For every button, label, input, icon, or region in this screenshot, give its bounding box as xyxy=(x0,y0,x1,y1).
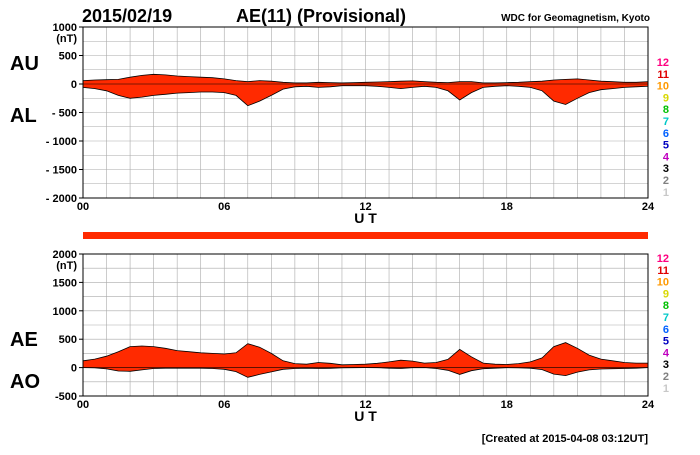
x-tick-label: 24 xyxy=(642,201,655,213)
station-legend-label: 10 xyxy=(657,277,669,289)
x-tick-label: 18 xyxy=(501,399,513,411)
station-legend-label: 10 xyxy=(657,81,669,93)
x-axis-title: U T xyxy=(354,408,377,424)
station-legend-label: 3 xyxy=(663,359,669,371)
station-legend-label: 4 xyxy=(663,151,670,163)
x-tick-label: 18 xyxy=(501,201,513,213)
station-legend-label: 12 xyxy=(657,253,669,265)
station-legend-label: 1 xyxy=(663,383,669,395)
x-axis-title: U T xyxy=(354,210,377,226)
y-tick-label: -500 xyxy=(55,391,77,403)
station-legend-label: 11 xyxy=(657,69,669,81)
station-legend-label: 5 xyxy=(663,140,669,152)
side-label-top: AU xyxy=(10,53,39,75)
station-legend-label: 6 xyxy=(663,324,669,336)
side-label-top: AE xyxy=(10,329,38,351)
x-tick-label: 24 xyxy=(642,399,655,411)
chart-panel-au-al: 1000 500 0 - 500 - 1000 - 1500 - 2000 (nT) 00 06 1… xyxy=(10,22,670,226)
y-tick-label: 500 xyxy=(59,334,77,346)
y-tick-label: 0 xyxy=(71,79,77,91)
station-legend-label: 12 xyxy=(657,57,669,69)
y-tick-label: 1500 xyxy=(53,277,77,289)
y-unit-label: (nT) xyxy=(56,260,77,272)
y-tick-label: - 500 xyxy=(52,108,77,120)
station-legend-label: 9 xyxy=(663,288,669,300)
y-tick-label: - 2000 xyxy=(46,193,77,205)
station-legend-label: 4 xyxy=(663,347,670,359)
x-tick-label: 00 xyxy=(77,399,89,411)
station-legend-label: 5 xyxy=(663,336,669,348)
station-legend-label: 1 xyxy=(663,187,669,199)
station-legend-label: 2 xyxy=(663,175,669,187)
station-legend-label: 8 xyxy=(663,104,669,116)
x-tick-label: 12 xyxy=(359,201,371,213)
station-legend-label: 3 xyxy=(663,163,669,175)
y-unit-label: (nT) xyxy=(56,33,77,45)
station-legend-label: 2 xyxy=(663,371,669,383)
data-source: WDC for Geomagnetism, Kyoto xyxy=(501,13,650,24)
plot-date: 2015/02/19 xyxy=(82,6,172,26)
y-tick-label: 1000 xyxy=(53,22,77,34)
station-legend-label: 7 xyxy=(663,312,669,324)
station-legend-label: 11 xyxy=(657,265,669,277)
plot-frame xyxy=(82,253,649,397)
side-label-bottom: AO xyxy=(10,371,40,393)
y-tick-label: 1000 xyxy=(53,306,77,318)
y-tick-label: - 1000 xyxy=(46,136,77,148)
plot-title: AE(11) (Provisional) xyxy=(236,6,406,26)
x-tick-label: 06 xyxy=(218,201,230,213)
station-legend-label: 9 xyxy=(663,92,669,104)
x-tick-label: 00 xyxy=(77,201,89,213)
x-tick-label: 12 xyxy=(359,399,371,411)
station-legend-label: 8 xyxy=(663,300,669,312)
created-timestamp: [Created at 2015-04-08 03:12UT] xyxy=(482,433,649,445)
station-legend-label: 7 xyxy=(663,116,669,128)
y-tick-label: 500 xyxy=(59,51,77,63)
y-tick-label: 0 xyxy=(71,363,77,375)
y-tick-label: - 1500 xyxy=(46,165,77,177)
separator-bar xyxy=(83,232,648,239)
y-tick-label: 2000 xyxy=(53,249,77,261)
x-tick-label: 06 xyxy=(218,399,230,411)
station-legend-label: 6 xyxy=(663,128,669,140)
side-label-bottom: AL xyxy=(10,105,37,127)
